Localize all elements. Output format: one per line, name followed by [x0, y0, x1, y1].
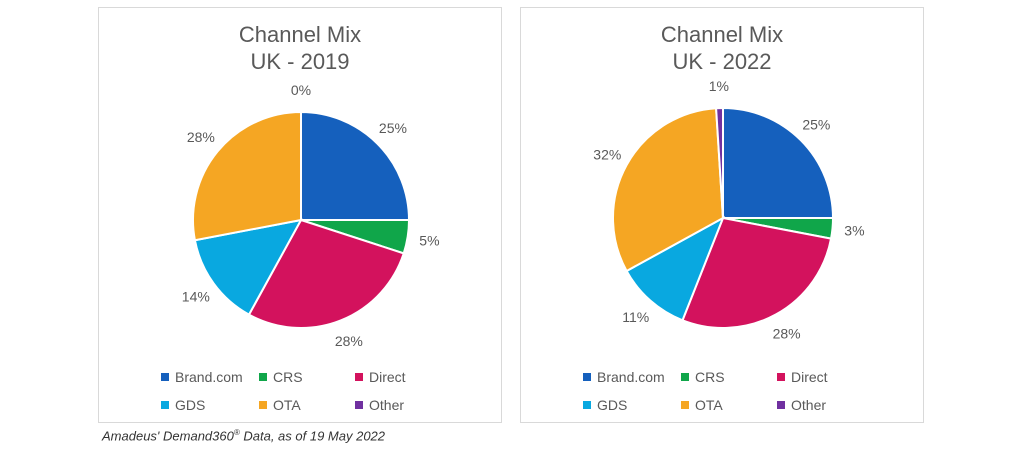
legend-item-gds: GDS: [161, 397, 205, 413]
legend-swatch: [777, 373, 785, 381]
legend-item-brand-com: Brand.com: [583, 369, 665, 385]
caption-prefix: Amadeus' Demand360: [102, 428, 234, 444]
legend-swatch: [681, 373, 689, 381]
legend-label: Direct: [791, 369, 828, 385]
pie-slice-gds: [193, 218, 303, 316]
legend-swatch: [583, 373, 591, 381]
data-label-direct: 28%: [773, 326, 801, 342]
chart-legend: Brand.com CRS Direct GDS OTA Other: [99, 363, 501, 423]
legend-label: GDS: [597, 397, 628, 413]
legend-label: CRS: [695, 369, 725, 385]
pie-slice-gds: [625, 215, 725, 322]
chart-legend: Brand.com CRS Direct GDS OTA Other: [521, 363, 923, 423]
data-label-other: 1%: [709, 78, 729, 94]
legend-swatch: [681, 401, 689, 409]
legend-swatch: [161, 401, 169, 409]
chart-subtitle: UK - 2022: [672, 49, 772, 74]
pie-slice-direct: [247, 218, 405, 329]
legend-item-gds: GDS: [583, 397, 627, 413]
chart-title: Channel Mix: [238, 22, 362, 47]
legend-label: OTA: [695, 397, 723, 413]
pie-slice-direct: [681, 216, 833, 329]
data-label-crs: 5%: [419, 232, 439, 248]
pie-chart-2022: 25% 3% 28% 11% 32% 1%: [593, 78, 864, 342]
legend-swatch: [259, 401, 267, 409]
data-label-other: 0%: [291, 82, 311, 98]
legend-label: OTA: [273, 397, 301, 413]
legend-swatch: [259, 373, 267, 381]
legend-swatch: [777, 401, 785, 409]
legend-item-crs: CRS: [681, 369, 725, 385]
legend-item-other: Other: [777, 397, 826, 413]
registered-mark: ®: [233, 428, 240, 437]
legend-label: Other: [791, 397, 827, 413]
chart-panel-2022: Channel Mix UK - 2022 25% 3% 28% 11% 32% 1% B…: [520, 7, 924, 423]
legend-label: Brand.com: [597, 369, 665, 385]
legend-label: Brand.com: [175, 369, 243, 385]
chart-title: Channel Mix: [660, 22, 784, 47]
data-label-direct: 28%: [335, 333, 363, 349]
legend-swatch: [583, 401, 591, 409]
legend-label: Other: [369, 397, 405, 413]
legend-item-ota: OTA: [259, 397, 301, 413]
data-label-gds: 11%: [622, 309, 649, 325]
data-label-brand-com: 25%: [379, 120, 407, 136]
legend-item-brand-com: Brand.com: [161, 369, 243, 385]
legend-swatch: [355, 401, 363, 409]
data-label-ota: 28%: [187, 129, 215, 145]
legend-swatch: [355, 373, 363, 381]
data-label-crs: 3%: [844, 222, 864, 238]
legend-label: GDS: [175, 397, 206, 413]
legend-label: CRS: [273, 369, 303, 385]
pie-slice-brand-com: [722, 106, 835, 219]
legend-item-direct: Direct: [777, 369, 828, 385]
pie-slice-ota: [192, 110, 302, 242]
chart-subtitle: UK - 2019: [250, 49, 350, 74]
data-label-ota: 32%: [593, 146, 621, 162]
data-label-brand-com: 25%: [802, 117, 830, 133]
legend-item-crs: CRS: [259, 369, 303, 385]
legend-item-other: Other: [355, 397, 404, 413]
data-label-gds: 14%: [182, 288, 210, 304]
source-caption: Amadeus' Demand360® Data, as of 19 May 2…: [102, 428, 385, 443]
pie-slice-other: [715, 106, 724, 219]
pie-chart-2019: 25% 5% 28% 14% 28% 0%: [182, 82, 440, 349]
legend-label: Direct: [369, 369, 406, 385]
caption-suffix: Data, as of 19 May 2022: [239, 428, 386, 444]
legend-item-direct: Direct: [355, 369, 406, 385]
pie-slice-brand-com: [300, 110, 411, 221]
chart-panel-2019: Channel Mix UK - 2019 25% 5% 28% 14% 28% 0% B…: [98, 7, 502, 423]
legend-swatch: [161, 373, 169, 381]
pie-slice-ota: [612, 107, 725, 273]
legend-item-ota: OTA: [681, 397, 723, 413]
